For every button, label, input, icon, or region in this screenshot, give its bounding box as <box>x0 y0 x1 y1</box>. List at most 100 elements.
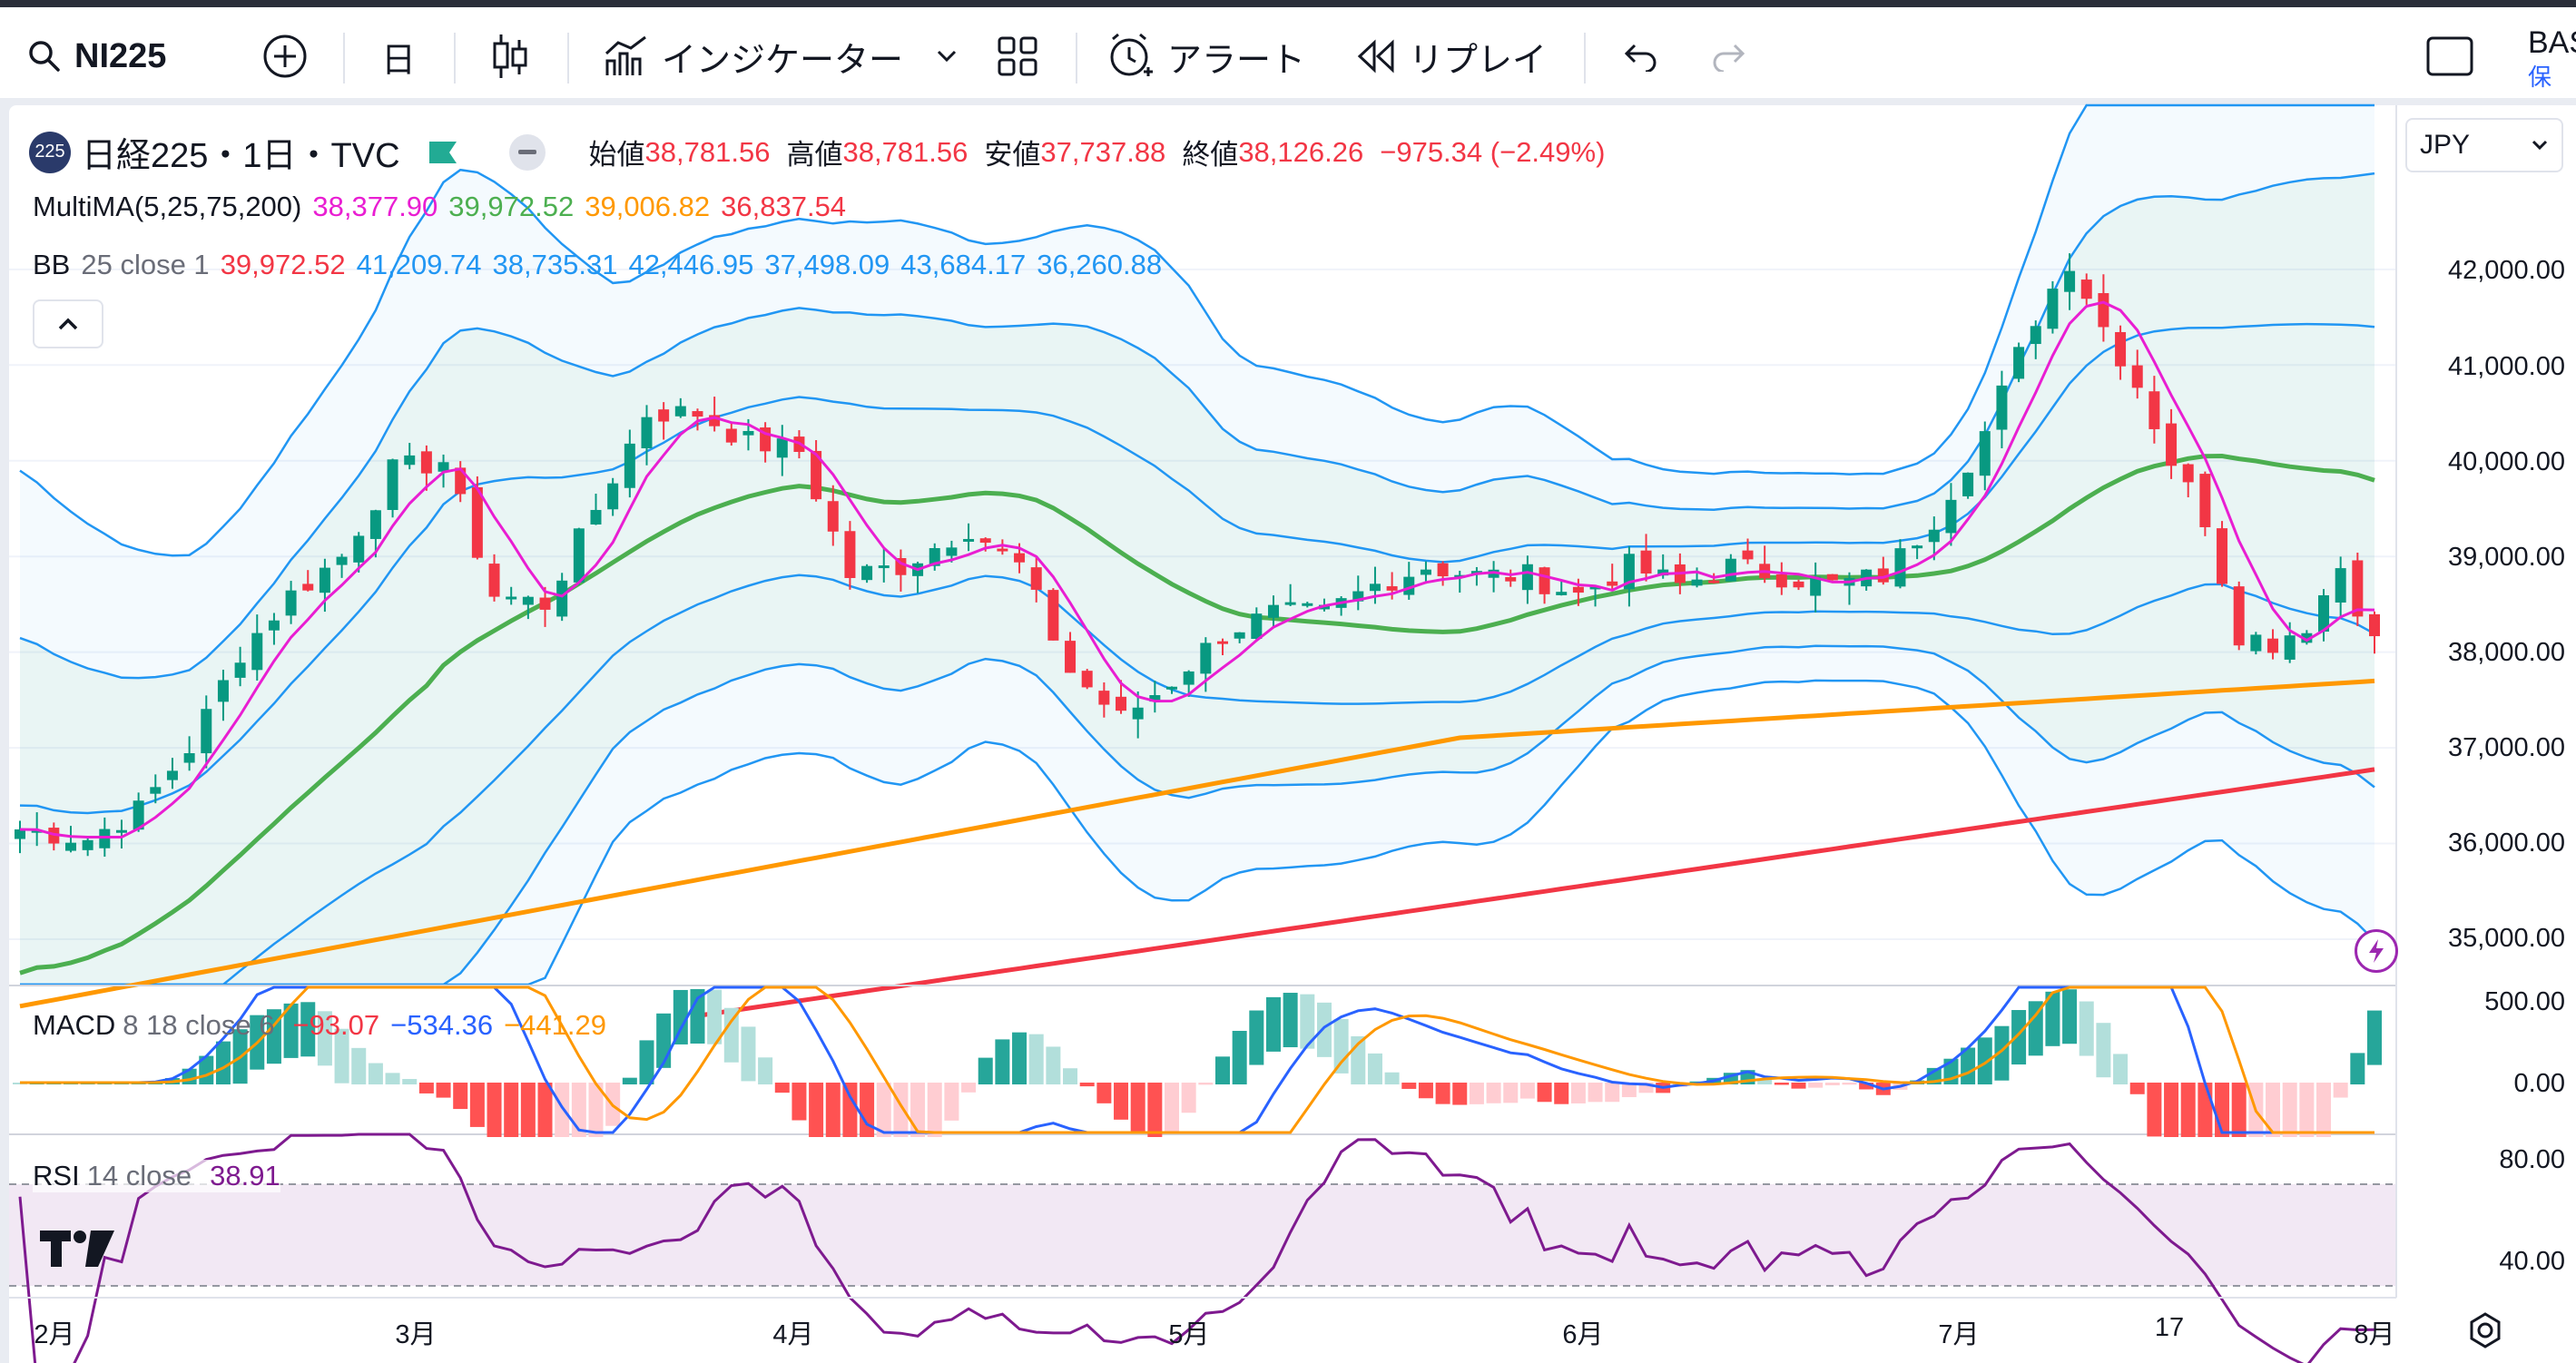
candle-body <box>1912 545 1923 549</box>
candle-body <box>2064 270 2076 292</box>
macd-bar <box>758 1057 773 1084</box>
bb-legend[interactable]: BB 25 close 1 39,972.52 41,209.74 38,735… <box>33 249 1162 281</box>
candle-body <box>1470 571 1482 574</box>
macd-bar <box>2231 1083 2247 1137</box>
collapse-legend-button[interactable] <box>33 299 103 348</box>
candle-body <box>2267 638 2279 653</box>
candle-body <box>556 580 568 617</box>
macd-bar <box>436 1083 451 1098</box>
candle-body <box>1539 567 1550 594</box>
rsi-legend[interactable]: RSI 14 close 38.91 <box>33 1160 280 1192</box>
fullscreen-button[interactable] <box>2425 15 2474 98</box>
macd-bar <box>1401 1083 1417 1089</box>
replay-button[interactable]: リプレイ <box>1356 15 1547 98</box>
candle-body <box>861 565 873 581</box>
compare-symbol-button[interactable] <box>261 15 309 98</box>
indicators-dropdown[interactable] <box>935 15 959 98</box>
redo-button[interactable] <box>1711 15 1751 98</box>
rewind-icon <box>1357 39 1394 74</box>
layouts-button[interactable] <box>997 15 1038 98</box>
indicators-button[interactable]: インジケーター <box>604 15 903 98</box>
candle-body <box>1183 671 1195 685</box>
candle-body <box>1216 641 1228 644</box>
macd-bar <box>2333 1083 2348 1098</box>
candle-body <box>2080 279 2092 299</box>
macd-bar <box>927 1083 942 1137</box>
grid-icon <box>998 36 1037 76</box>
candle-body <box>1894 548 1906 587</box>
candle-body <box>979 538 991 544</box>
chart-settings-button[interactable] <box>2465 1310 2505 1355</box>
macd-bar <box>1519 1083 1535 1099</box>
macd-bar <box>1130 1083 1145 1132</box>
macd-bar <box>910 1083 926 1137</box>
macd-bar <box>2129 1083 2145 1094</box>
candles <box>15 253 2380 858</box>
bb-value-lower2: 37,498.09 <box>764 249 890 280</box>
candle-body <box>1369 583 1381 592</box>
account-label: BAS <box>2528 25 2576 60</box>
candle-body <box>1098 691 1110 705</box>
ma200-value: 36,837.54 <box>721 191 847 222</box>
macd-bar <box>300 1002 316 1057</box>
macd-legend[interactable]: MACD 8 18 close 6 −93.07 −534.36 −441.29 <box>33 1009 606 1042</box>
candle-body <box>115 829 127 833</box>
macd-bar <box>825 1083 841 1137</box>
candle-body <box>1725 558 1736 582</box>
chart-panel <box>9 105 2576 1363</box>
candle-body <box>1775 574 1787 588</box>
ma-legend-label: MultiMA(5,25,75,200) <box>33 191 302 222</box>
lightning-icon[interactable] <box>2355 929 2398 973</box>
macd-axis-label: 500.00 <box>2484 987 2565 1016</box>
market-status-icon[interactable] <box>508 133 546 171</box>
candle-body <box>1149 695 1161 702</box>
account-partial[interactable]: BAS 保 <box>2528 25 2576 94</box>
macd-bar <box>1249 1010 1264 1065</box>
currency-select[interactable]: JPY <box>2405 118 2563 172</box>
candle-body <box>2250 634 2262 652</box>
ma5-value: 38,377.90 <box>312 191 438 222</box>
redo-icon <box>1713 44 1745 72</box>
candle-body <box>607 483 619 510</box>
price-label: 40,000.00 <box>2447 447 2565 476</box>
candle-body <box>201 709 212 754</box>
tradingview-logo[interactable] <box>38 1227 116 1275</box>
candle-body <box>742 430 754 436</box>
macd-bar <box>1842 1083 1857 1085</box>
candle-body <box>1962 472 1974 496</box>
macd-bar <box>215 1041 231 1084</box>
macd-bar <box>1079 1083 1095 1087</box>
symbol-search[interactable]: NI225 <box>27 15 166 98</box>
candle-body <box>929 548 940 566</box>
chart-type-button[interactable] <box>490 15 530 98</box>
candle-body <box>1826 574 1838 581</box>
candle-body <box>2030 326 2041 345</box>
macd-bar <box>555 1083 570 1137</box>
time-label: 4月 <box>772 1320 814 1349</box>
candle-body <box>827 501 839 532</box>
interval-label: 日 <box>381 41 417 80</box>
macd-bar <box>1333 1018 1349 1074</box>
candle-body <box>1437 563 1449 577</box>
close-label: 終値 <box>1182 139 1239 171</box>
candle-body <box>692 411 703 417</box>
alert-button[interactable]: アラート <box>1106 15 1305 98</box>
candle-body <box>1251 613 1263 640</box>
interval-button[interactable]: 日 <box>381 15 416 98</box>
candle-body <box>285 590 297 616</box>
macd-bar <box>368 1063 383 1084</box>
candle-body <box>1556 592 1568 595</box>
ma-legend[interactable]: MultiMA(5,25,75,200) 38,377.90 39,972.52… <box>33 191 846 223</box>
candle-body <box>1030 567 1042 590</box>
candle-body <box>641 417 653 449</box>
candle-body <box>183 753 195 763</box>
candle-body <box>2166 423 2178 466</box>
time-label: 5月 <box>1168 1320 1210 1349</box>
bb-legend-name: BB <box>33 249 71 280</box>
undo-button[interactable] <box>1618 15 1658 98</box>
candle-body <box>133 800 144 830</box>
symbol-legend[interactable]: 225 日経225・1日・TVC 始値 38,781.56 高値 38,781.56… <box>29 127 1605 177</box>
rsi-line <box>18 1133 2375 1363</box>
plus-circle-icon <box>263 34 307 78</box>
